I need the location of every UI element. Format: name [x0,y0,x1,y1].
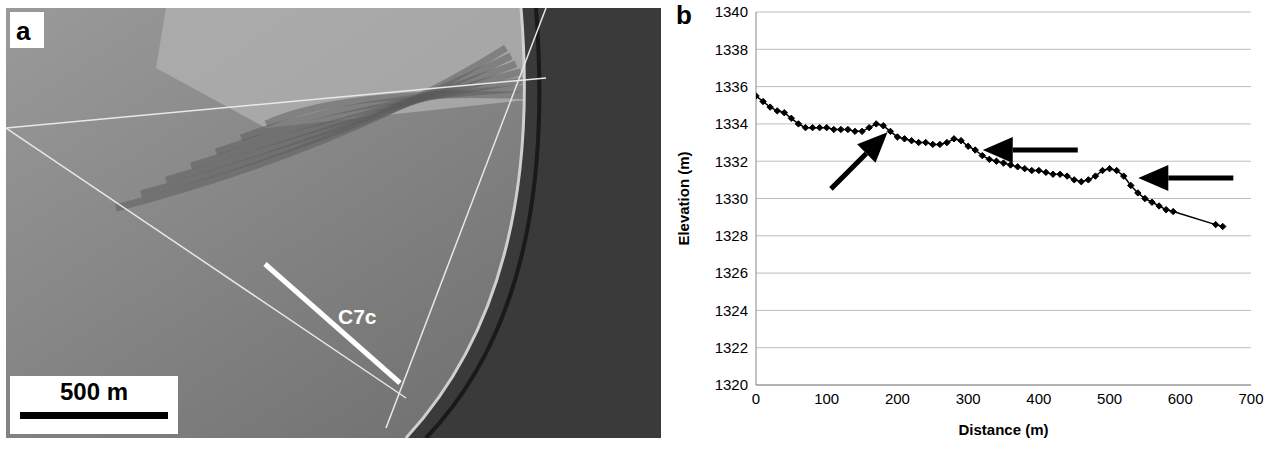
svg-text:1328: 1328 [715,227,748,244]
svg-text:1334: 1334 [715,115,748,132]
svg-text:100: 100 [814,390,839,407]
html-text:b: b [676,0,692,30]
svg-text:Distance (m): Distance (m) [958,421,1048,438]
svg-text:1332: 1332 [715,153,748,170]
svg-text:1336: 1336 [715,78,748,95]
svg-text:1322: 1322 [715,339,748,356]
svg-text:1320: 1320 [715,376,748,393]
svg-text:300: 300 [956,390,981,407]
svg-text:1330: 1330 [715,190,748,207]
svg-text:1326: 1326 [715,264,748,281]
svg-text:500: 500 [1097,390,1122,407]
svg-text:1340: 1340 [715,3,748,20]
svg-text:1324: 1324 [715,302,748,319]
svg-text:700: 700 [1238,390,1263,407]
svg-text:200: 200 [885,390,910,407]
svg-text:0: 0 [752,390,760,407]
svg-text:400: 400 [1026,390,1051,407]
svg-text:a: a [16,16,31,46]
svg-text:500 m: 500 m [60,378,128,405]
svg-text:C7c: C7c [338,305,377,328]
svg-text:Elevation (m): Elevation (m) [675,151,692,245]
svg-text:600: 600 [1168,390,1193,407]
svg-text:1338: 1338 [715,41,748,58]
